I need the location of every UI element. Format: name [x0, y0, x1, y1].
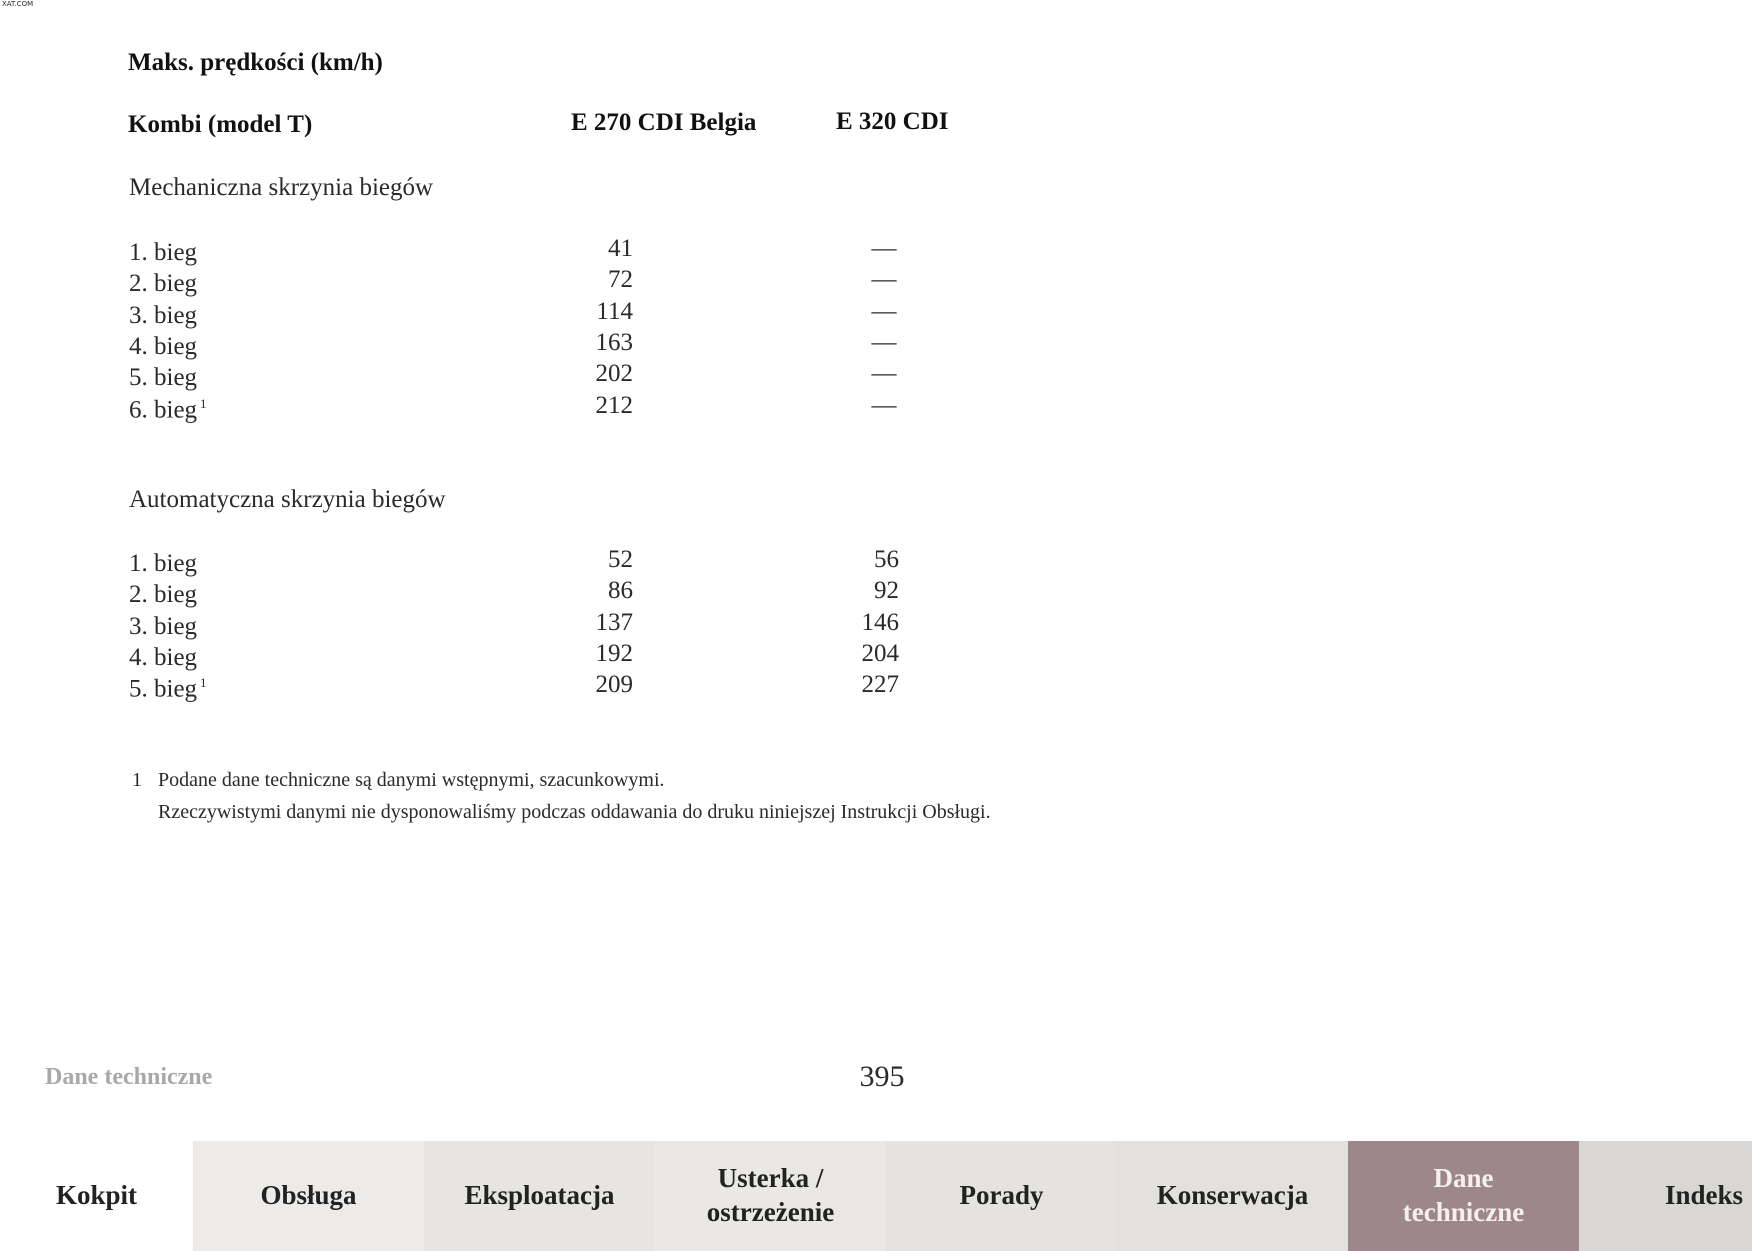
section-title: Automatyczna skrzynia biegów [129, 486, 446, 513]
watermark: XAT.COM [2, 0, 34, 8]
nav-tab[interactable]: Obsługa [193, 1141, 424, 1251]
nav-tab[interactable]: Indeks [1579, 1141, 1752, 1251]
row-label: 4. bieg [129, 643, 198, 671]
cell-value: — [871, 328, 897, 356]
cell-value: — [871, 391, 897, 419]
column-header: Kombi (model T) [128, 111, 313, 138]
cell-value: 146 [861, 608, 900, 636]
nav-tab[interactable]: Konserwacja [1117, 1141, 1348, 1251]
row-label: 5. bieg 1 [129, 675, 207, 703]
page-number: 395 [859, 1060, 905, 1093]
cell-value: 114 [596, 297, 633, 325]
cell-value: 202 [595, 360, 634, 388]
cell-value: — [871, 266, 897, 294]
footnote-ref: 1 [200, 395, 207, 411]
cell-value: 72 [608, 266, 633, 294]
row-label: 2. bieg [129, 270, 198, 298]
cell-value: — [871, 235, 897, 262]
cell-value: 212 [595, 391, 634, 419]
cell-value: — [871, 297, 897, 325]
nav-tab-label: Eksploatacja [464, 1180, 615, 1211]
footnote-text: Podane dane techniczne są danymi wstępny… [158, 769, 665, 791]
footnote-number: 1 [132, 769, 142, 791]
row-label: 1. bieg [129, 550, 198, 577]
nav-tab-label: Indeks [1664, 1180, 1744, 1211]
column-header: E 270 CDI Belgia [571, 109, 757, 136]
nav-tab-label: Kokpit [55, 1180, 138, 1211]
cell-value: 92 [874, 577, 899, 605]
cell-value: 86 [608, 577, 633, 605]
row-label: 3. bieg [129, 301, 198, 329]
cell-value: 56 [874, 546, 899, 573]
cell-value: 52 [608, 546, 633, 573]
row-label: 3. bieg [129, 612, 198, 640]
nav-tab-label: Konserwacja [1156, 1180, 1309, 1211]
footer-section: Dane techniczne [45, 1064, 213, 1090]
cell-value: 41 [608, 235, 633, 262]
nav-tab-label: Porady [959, 1180, 1044, 1211]
row-label: 1. bieg [129, 239, 198, 266]
cell-value: 204 [861, 639, 900, 667]
row-label: 2. bieg [129, 581, 198, 609]
cell-value: 209 [595, 671, 634, 699]
nav-tab-label: ostrzeżenie [706, 1197, 835, 1227]
page-title: Maks. prędkości (km/h) [128, 49, 383, 76]
nav-tab-label: Usterka / [717, 1163, 824, 1194]
row-label: 4. bieg [129, 332, 198, 360]
nav-tab[interactable]: Dane techniczne [1348, 1141, 1579, 1251]
footnote-ref: 1 [200, 675, 207, 691]
nav-tab-label: techniczne [1402, 1197, 1525, 1227]
cell-value: 227 [861, 671, 900, 699]
nav-tab[interactable]: Porady [886, 1141, 1117, 1251]
footnote-text: Rzeczywistymi danymi nie dysponowaliśmy … [158, 801, 991, 823]
column-header: E 320 CDI [836, 108, 949, 135]
nav-tab-label: Dane [1433, 1163, 1494, 1194]
nav-tab-label: Obsługa [260, 1180, 357, 1211]
row-label: 5. bieg [129, 364, 198, 392]
cell-value: 163 [595, 328, 634, 356]
nav-tab[interactable]: Eksploatacja [424, 1141, 655, 1251]
cell-value: — [871, 360, 897, 388]
row-label: 6. bieg 1 [129, 395, 207, 423]
nav-tab[interactable]: Kokpit [0, 1141, 193, 1251]
cell-value: 137 [595, 608, 634, 636]
nav-tab[interactable]: Usterka / ostrzeżenie [655, 1141, 886, 1251]
cell-value: 192 [595, 639, 634, 667]
section-title: Mechaniczna skrzynia biegów [129, 174, 434, 201]
